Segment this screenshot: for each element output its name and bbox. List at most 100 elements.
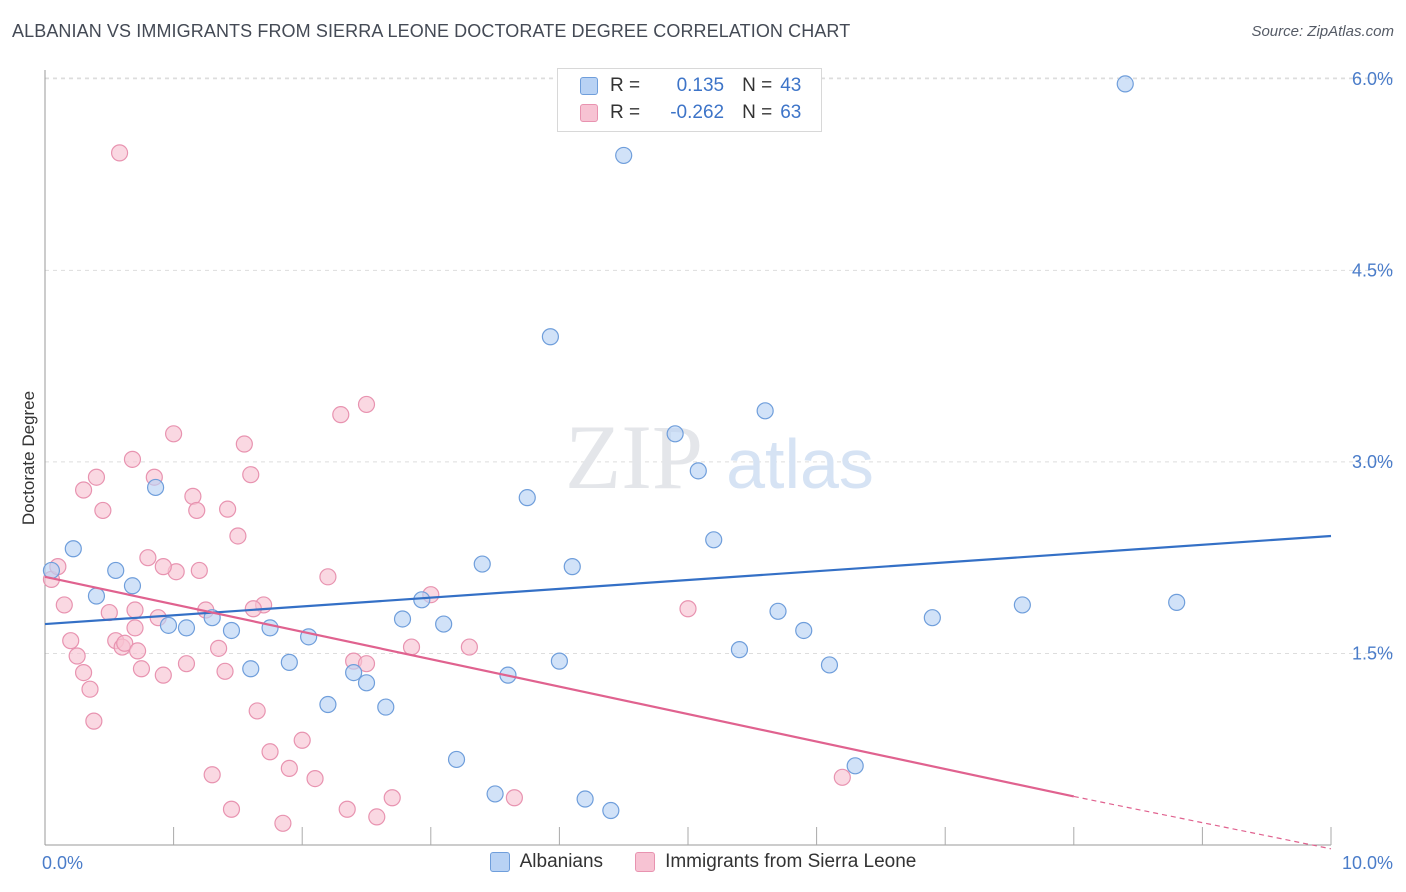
sierra-leone-point <box>216 662 234 680</box>
albanians-trend-line <box>44 534 1332 626</box>
y-tick-label: 3.0% <box>1352 452 1393 472</box>
sierra-leone-point <box>203 766 221 784</box>
legend-n-value: 43 <box>780 75 802 96</box>
albanian-point <box>261 619 279 637</box>
albanian-point <box>923 609 941 627</box>
albanian-point <box>1168 593 1186 611</box>
sierra-leone-point <box>110 144 129 162</box>
albanian-point <box>345 664 363 682</box>
sierra-leone-point <box>505 789 523 807</box>
sierra-leone-point <box>332 406 350 424</box>
legend-r-value: 0.135 <box>676 75 725 96</box>
legend-r-label: R = <box>610 75 641 96</box>
y-axis-label: Doctorate Degree <box>19 391 38 525</box>
albanians-legend-label: Albanians <box>519 851 604 872</box>
chart-title: ALBANIAN VS IMMIGRANTS FROM SIERRA LEONE… <box>12 21 851 41</box>
sierra-leone-point <box>338 800 356 818</box>
sierra-leone-point <box>368 808 386 826</box>
sierra-leone-point <box>679 600 697 618</box>
albanian-point <box>280 653 298 671</box>
watermark-zip: ZIP <box>565 406 703 508</box>
sierra-leone-point <box>280 759 298 777</box>
sierra-leone-point <box>306 769 324 788</box>
albanian-point <box>1116 75 1134 93</box>
sierra-leone-point <box>402 638 421 656</box>
albanian-point <box>730 641 749 659</box>
sierra-leone-point <box>165 425 183 443</box>
sierra-leone-point <box>357 395 376 414</box>
albanian-point <box>319 695 337 714</box>
y-tick-label: 6.0% <box>1352 69 1393 89</box>
sierra-leone-point <box>55 596 73 614</box>
albanian-point <box>377 698 395 716</box>
albanian-point <box>689 462 707 480</box>
albanian-point <box>435 615 453 633</box>
albanian-point <box>550 652 569 670</box>
sierra-leone-point <box>154 666 172 684</box>
albanian-point <box>820 656 839 674</box>
watermark-atlas: atlas <box>726 425 874 503</box>
sierra-leone-point <box>235 435 253 453</box>
albanian-point <box>1013 596 1031 614</box>
x-tick-label: 10.0% <box>1342 853 1393 873</box>
albanian-point <box>615 146 633 165</box>
sierra-leone-point <box>128 642 147 660</box>
albanian-point <box>357 674 376 692</box>
albanian-point <box>769 602 787 620</box>
legend-n-label: N = <box>742 102 773 123</box>
sierra-leone-point <box>154 558 172 576</box>
sierra-leone-point <box>210 639 228 657</box>
sierra-leone-trend-line <box>44 575 1075 798</box>
sierra-leone-point <box>460 638 478 656</box>
sierra-leone-legend-label: Immigrants from Sierra Leone <box>665 851 917 872</box>
sierra-leone-point <box>87 468 106 486</box>
x-tick-label: 0.0% <box>42 853 83 873</box>
sierra-leone-trend-extension <box>1073 795 1332 850</box>
sierra-leone-point <box>383 789 401 807</box>
sierra-leone-point <box>126 601 144 619</box>
sierra-leone-point <box>293 731 311 749</box>
albanian-point <box>159 616 178 634</box>
sierra-leone-point <box>177 655 196 673</box>
legend-n-value: 63 <box>780 102 802 123</box>
albanian-point <box>413 591 431 609</box>
y-tick-labels: 1.5% 3.0% 4.5% 6.0% <box>1352 69 1393 664</box>
albanian-point <box>107 561 125 580</box>
sierra-leone-legend-swatch <box>635 852 656 872</box>
legend-r-label: R = <box>610 102 641 123</box>
legend-item-albanians: Albanians <box>489 851 604 873</box>
legend-row-albanians: R = 0.135 N = 43 <box>580 73 801 99</box>
albanian-point <box>705 531 723 549</box>
sierra-leone-point <box>357 655 376 673</box>
albanian-point <box>146 478 165 497</box>
albanian-point <box>756 402 774 420</box>
albanian-point <box>602 801 620 820</box>
sierra-leone-point <box>319 568 337 586</box>
legend-row-sierra-leone: R = -0.262 N = 63 <box>580 100 801 126</box>
sierra-leone-point <box>74 481 93 499</box>
sierra-leone-point <box>62 632 80 650</box>
sierra-leone-point <box>123 450 142 468</box>
sierra-leone-point <box>833 768 851 786</box>
sierra-leone-point <box>100 603 118 622</box>
albanians-legend-swatch <box>489 852 510 872</box>
sierra-leone-swatch <box>580 104 598 122</box>
sierra-leone-point <box>188 501 206 520</box>
albanian-point <box>177 619 196 637</box>
sierra-leone-point <box>126 619 144 637</box>
albanian-point <box>64 540 82 558</box>
albanian-point <box>518 489 536 507</box>
sierra-leone-point <box>261 743 279 761</box>
sierra-leone-point <box>248 702 266 720</box>
series-legend: Albanians Immigrants from Sierra Leone <box>0 851 1406 873</box>
sierra-leone-point <box>74 664 93 682</box>
y-tick-label: 1.5% <box>1352 643 1393 663</box>
sierra-leone-point <box>184 487 202 505</box>
sierra-leone-point <box>242 466 260 484</box>
legend-r-value: -0.262 <box>670 102 725 123</box>
albanian-point <box>846 757 864 775</box>
sierra-leone-point <box>94 501 112 520</box>
sierra-leone-point <box>81 680 99 698</box>
series-albanians-points <box>42 75 1186 820</box>
albanian-point <box>87 587 106 605</box>
